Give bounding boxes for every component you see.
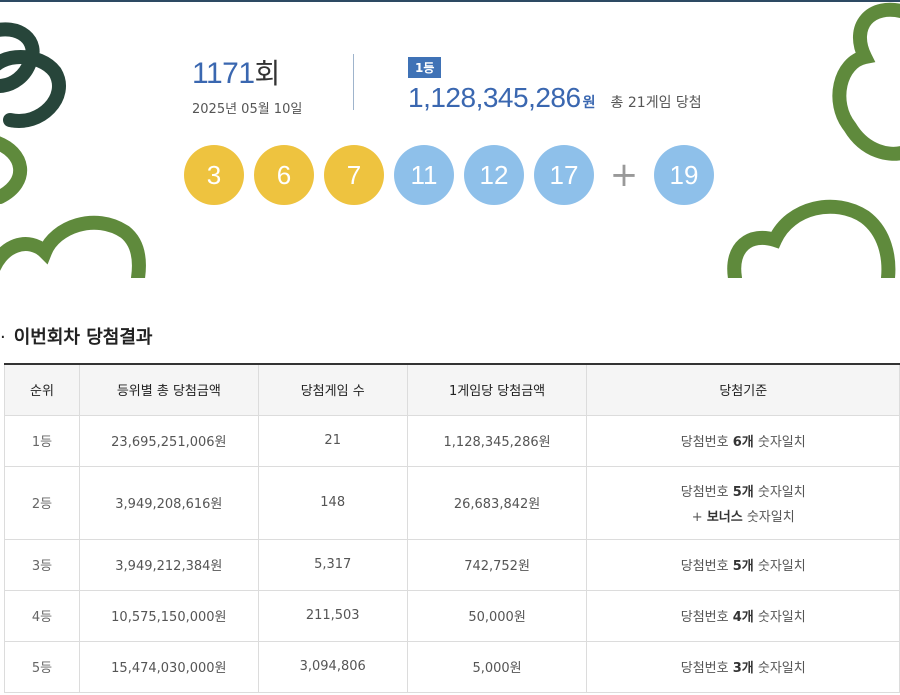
criteria-cell: 당첨번호 3개 숫자일치 [586, 640, 900, 693]
criteria-text: 당첨번호 [680, 435, 733, 450]
winning-ball: 11 [394, 145, 454, 205]
total-amount-cell: 3,949,208,616원 [78, 465, 259, 540]
top-border [0, 0, 900, 2]
per-game-cell: 1,128,345,286원 [406, 414, 588, 467]
section-title-text: 이번회차 당첨결과 [13, 327, 153, 348]
section-title: · 이번회차 당첨결과 [0, 323, 152, 349]
total-amount-cell: 15,474,030,000원 [78, 640, 259, 693]
criteria-text: + [691, 509, 707, 525]
table-header-row: 순위 등위별 총 당첨금액 당첨게임 수 1게임당 당첨금액 당첨기준 [4, 363, 900, 416]
criteria-text: 당첨번호 [680, 610, 733, 625]
criteria-cell: 당첨번호 6개 숫자일치 [586, 414, 900, 467]
criteria-line: 당첨번호 5개 숫자일치 [587, 481, 899, 500]
decorative-leaf-right [727, 2, 900, 278]
first-prize-amount: 1,128,345,286 [408, 82, 581, 113]
criteria-count: 5개 [732, 559, 754, 574]
criteria-cell: 당첨번호 4개 숫자일치 [586, 589, 900, 642]
round-info: 1171회 2025년 05월 10일 [192, 52, 302, 117]
draw-result-hero: 1171회 2025년 05월 10일 1등 1,128,345,286 원 총 … [0, 2, 900, 278]
plus-icon: + [609, 155, 639, 195]
table-row: 2등 3,949,208,616원 148 26,683,842원 당첨번호 5… [4, 465, 900, 540]
rank-cell: 2등 [4, 465, 80, 540]
criteria-cell: 당첨번호 5개 숫자일치 + 보너스 숫자일치 [586, 465, 900, 540]
rank-cell: 3등 [4, 538, 80, 591]
criteria-text: 당첨번호 [680, 484, 733, 500]
first-prize-winners: 총 21게임 당첨 [610, 95, 702, 111]
criteria-text: 숫자일치 [753, 435, 806, 450]
first-prize-unit: 원 [582, 95, 596, 111]
criteria-count: 3개 [732, 661, 754, 676]
round-number-value: 1171 [192, 57, 255, 90]
table-row: 1등 23,695,251,006원 21 1,128,345,286원 당첨번… [4, 414, 900, 467]
criteria-text: 숫자일치 [753, 484, 806, 500]
table-row: 5등 15,474,030,000원 3,094,806 5,000원 당첨번호… [4, 640, 900, 693]
rank-cell: 1등 [4, 414, 80, 467]
prize-result-table: 순위 등위별 총 당첨금액 당첨게임 수 1게임당 당첨금액 당첨기준 1등 2… [4, 363, 900, 693]
per-game-cell: 50,000원 [406, 589, 588, 642]
table-row: 4등 10,575,150,000원 211,503 50,000원 당첨번호 … [4, 589, 900, 642]
draw-date: 2025년 05월 10일 [192, 102, 303, 117]
criteria-text: 숫자일치 [753, 610, 806, 625]
criteria-cell: 당첨번호 5개 숫자일치 [586, 538, 900, 591]
rank-cell: 5등 [4, 640, 80, 693]
criteria-text: 숫자일치 [753, 559, 806, 574]
first-rank-badge: 1등 [408, 57, 442, 78]
per-game-cell: 742,752원 [406, 538, 588, 591]
header-rank: 순위 [4, 363, 80, 416]
first-prize-info: 1등 1,128,345,286 원 총 21게임 당첨 [408, 57, 702, 114]
winning-ball: 7 [324, 145, 384, 205]
criteria-count: 6개 [732, 435, 754, 450]
games-cell: 148 [257, 465, 408, 540]
winning-ball: 17 [534, 145, 594, 205]
games-cell: 21 [257, 414, 408, 467]
criteria-text: 숫자일치 [742, 509, 795, 525]
winning-numbers: 3 6 7 11 12 17 + 19 [184, 145, 724, 205]
header-total-amount: 등위별 총 당첨금액 [78, 363, 259, 416]
rank-cell: 4등 [4, 589, 80, 642]
total-amount-cell: 23,695,251,006원 [78, 414, 259, 467]
criteria-bonus: 보너스 [706, 509, 743, 525]
header-criteria: 당첨기준 [586, 363, 900, 416]
total-amount-cell: 10,575,150,000원 [78, 589, 259, 642]
header-per-game-amount: 1게임당 당첨금액 [406, 363, 588, 416]
criteria-text: 당첨번호 [680, 559, 733, 574]
games-cell: 5,317 [257, 538, 408, 591]
per-game-cell: 5,000원 [406, 640, 588, 693]
first-prize-line: 1,128,345,286 원 총 21게임 당첨 [408, 82, 702, 114]
total-amount-cell: 3,949,212,384원 [78, 538, 259, 591]
per-game-cell: 26,683,842원 [406, 465, 588, 540]
criteria-count: 4개 [732, 610, 754, 625]
winning-ball: 3 [184, 145, 244, 205]
bullet-icon: · [0, 327, 6, 348]
table-row: 3등 3,949,212,384원 5,317 742,752원 당첨번호 5개… [4, 538, 900, 591]
criteria-line-bonus: + 보너스 숫자일치 [587, 506, 899, 525]
criteria-text: 숫자일치 [753, 661, 806, 676]
round-suffix: 회 [254, 58, 281, 89]
games-cell: 211,503 [257, 589, 408, 642]
games-cell: 3,094,806 [257, 640, 408, 693]
criteria-text: 당첨번호 [680, 661, 733, 676]
header-winning-games: 당첨게임 수 [257, 363, 408, 416]
round-number: 1171회 [192, 52, 302, 92]
winning-ball: 6 [254, 145, 314, 205]
winning-ball: 12 [464, 145, 524, 205]
criteria-count: 5개 [732, 484, 754, 500]
vertical-divider [353, 54, 354, 110]
decorative-leaf-left [0, 22, 146, 278]
bonus-ball: 19 [654, 145, 714, 205]
